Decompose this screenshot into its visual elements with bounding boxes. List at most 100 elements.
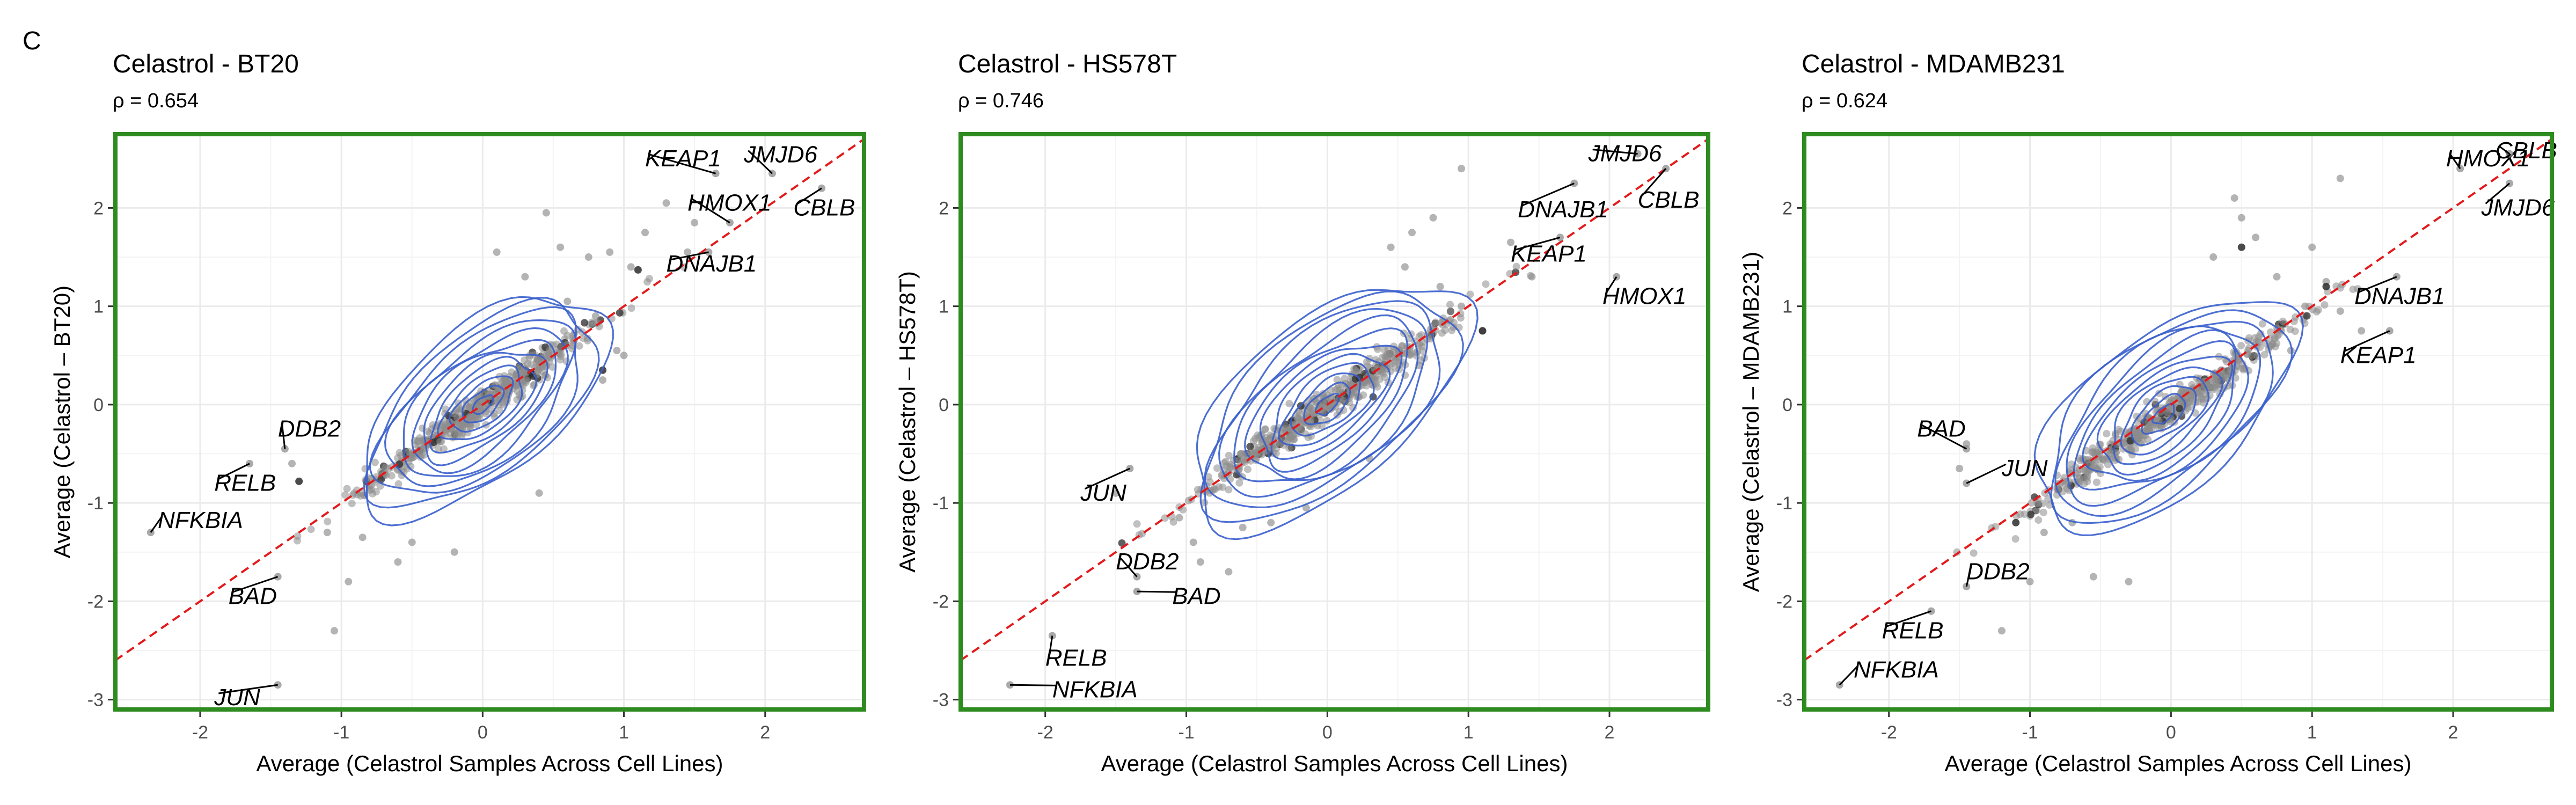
data-point [620, 352, 628, 360]
data-point [2082, 467, 2090, 475]
data-point [2033, 507, 2041, 515]
data-point [627, 304, 635, 312]
data-point [548, 363, 557, 371]
gene-label: KEAP1 [1511, 241, 1587, 267]
data-point-highlight [2322, 283, 2330, 291]
data-point [1196, 558, 1204, 566]
data-point [323, 529, 331, 537]
data-point [2332, 282, 2340, 290]
data-point [458, 423, 466, 431]
y-tick-label: 0 [939, 395, 949, 415]
y-tick-label: -1 [933, 493, 949, 514]
data-point [2099, 456, 2107, 464]
data-point [1528, 273, 1536, 281]
data-point [2144, 436, 2152, 444]
data-point [1250, 449, 1258, 457]
data-point [546, 346, 554, 354]
gene-label: DDB2 [278, 416, 341, 442]
x-tick-label: 0 [2166, 722, 2176, 743]
data-point [2092, 478, 2101, 486]
gene-label: JMJD6 [1588, 141, 1662, 167]
density-contour [411, 339, 557, 474]
label-pointer [1514, 236, 1561, 251]
data-point [442, 431, 450, 440]
x-tick-label: -1 [1178, 722, 1194, 743]
density-contour [448, 375, 514, 433]
x-axis-label: Average (Celastrol Samples Across Cell L… [1945, 751, 2412, 776]
data-point [2248, 352, 2256, 360]
density-contour [2120, 376, 2209, 456]
data-point [1507, 238, 1515, 246]
data-point [2011, 535, 2019, 543]
y-tick-label: -3 [1776, 690, 1792, 711]
data-point [396, 449, 404, 457]
label-pointer [748, 150, 773, 174]
data-point [555, 349, 563, 357]
panel-title: Celastrol - HS578T [958, 50, 1177, 78]
data-point [1446, 308, 1454, 316]
data-point [436, 438, 444, 446]
data-point [1482, 280, 1490, 288]
data-point [1251, 434, 1259, 442]
data-point [466, 403, 474, 411]
data-points [288, 199, 699, 635]
data-point [1997, 627, 2006, 635]
data-point [683, 248, 691, 256]
data-point [1285, 400, 1293, 408]
data-point [2271, 342, 2279, 350]
data-point [345, 577, 353, 586]
y-tick-label: 1 [1782, 297, 1792, 317]
gene-label: CBLB [2496, 137, 2557, 164]
y-axis-label: Average (Celastrol – BT20) [49, 286, 75, 558]
gene-label: JMJD6 [2481, 194, 2555, 221]
correlation-label: ρ = 0.654 [113, 90, 199, 112]
label-pointer [691, 198, 730, 224]
y-tick-label: -2 [933, 591, 949, 612]
density-contour [2130, 385, 2197, 447]
data-point [343, 485, 351, 493]
label-pointer [1839, 665, 1859, 686]
data-point [2257, 330, 2265, 338]
data-point [495, 406, 503, 414]
data-point [2308, 243, 2316, 251]
data-point-highlight [2012, 518, 2020, 526]
data-point [1418, 343, 1426, 351]
data-point-highlight [295, 477, 303, 485]
density-contour [2073, 329, 2249, 491]
gene-label: DDB2 [1966, 558, 2029, 584]
data-point [324, 517, 332, 525]
plot-area [115, 138, 864, 662]
data-point [643, 278, 652, 286]
data-point [394, 558, 402, 566]
data-point [1330, 398, 1338, 406]
data-point [1306, 404, 1314, 412]
label-pointer [1049, 635, 1053, 654]
data-point [2266, 328, 2274, 336]
grid [115, 134, 864, 709]
label-pointer [232, 576, 279, 593]
data-point [330, 627, 338, 635]
data-point [2303, 312, 2311, 320]
label-pointer [1137, 590, 1177, 593]
label-pointer [1965, 567, 1972, 587]
data-point [521, 273, 529, 281]
data-point [2026, 510, 2035, 518]
data-point [535, 489, 543, 497]
y-tick-label: -1 [87, 493, 104, 514]
data-point [1381, 352, 1389, 360]
density-contour [2096, 355, 2234, 476]
data-point [2336, 174, 2344, 182]
data-point [2291, 327, 2299, 335]
label-pointer [2358, 276, 2397, 293]
density-contour [2066, 325, 2262, 507]
x-axis-label: Average (Celastrol Samples Across Cell L… [257, 751, 723, 776]
data-point [1222, 458, 1230, 466]
density-contours [1196, 289, 1479, 540]
x-axis-label: Average (Celastrol Samples Across Cell L… [1101, 751, 1568, 776]
data-point [1436, 283, 1444, 291]
label-pointer [1084, 467, 1131, 490]
data-point [606, 248, 614, 256]
x-tick-label: -2 [1037, 722, 1053, 743]
data-point [1175, 514, 1183, 522]
x-tick-label: 2 [2448, 722, 2458, 743]
